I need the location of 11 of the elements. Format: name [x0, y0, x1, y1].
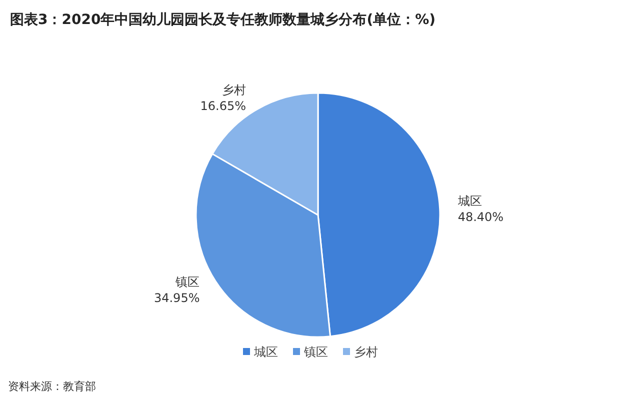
text: 资料来源：教育部	[8, 380, 96, 393]
slice-label: 镇区	[174, 274, 200, 289]
legend-label: 城区	[253, 345, 278, 359]
data-label: 16.65%	[200, 99, 246, 114]
slice-label: 城区	[456, 194, 482, 208]
data-label: 34.95%	[154, 290, 200, 305]
data-label: 48.40%	[458, 210, 504, 224]
slice-label: 乡村	[222, 83, 246, 98]
legend-label: 乡村	[354, 345, 378, 359]
legend-label: 镇区	[303, 345, 328, 359]
chart-title: 图表3：2020年中国幼儿园园长及专任教师数量城乡分布(单位：%)	[10, 11, 436, 28]
